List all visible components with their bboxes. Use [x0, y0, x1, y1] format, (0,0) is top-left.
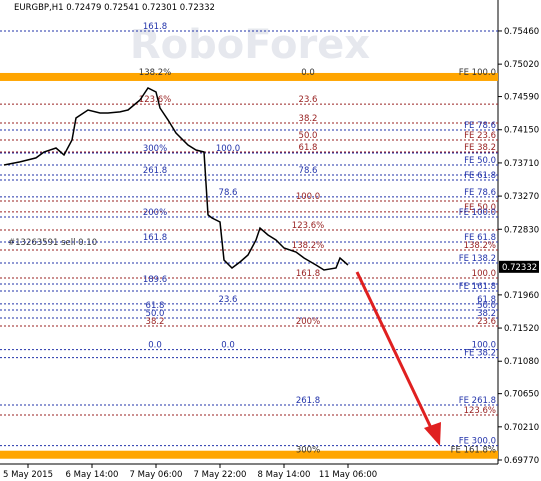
y-tick-label: 0.70650	[504, 390, 539, 400]
x-tick-label: 7 May 22:00	[194, 470, 247, 480]
level-label: FE 78.6	[464, 188, 496, 198]
x-tick-label: 8 May 14:00	[258, 470, 311, 480]
arrow-head	[424, 422, 441, 446]
level-label: FE 100.0	[459, 208, 496, 218]
level-label: 100.0	[472, 341, 496, 351]
level-label: 61.8	[146, 301, 165, 311]
level-label: 123.6%	[292, 221, 324, 231]
x-tick-label: 11 May 06:00	[319, 470, 377, 480]
level-label: 161.8	[296, 269, 320, 279]
level-label: FE 38.2	[464, 143, 496, 153]
last-price-box	[499, 260, 539, 273]
level-label: FE 161.8	[459, 282, 496, 292]
level-label: 138.2%	[139, 68, 171, 78]
level-label: FE 50.0	[464, 203, 496, 213]
level-label: 38.2	[146, 317, 165, 327]
level-label: 138.2%	[464, 241, 496, 251]
arrow	[355, 271, 434, 431]
level-label: 123.6%	[464, 406, 496, 416]
x-tick-label: 7 May 06:00	[130, 470, 183, 480]
price-line	[3, 87, 349, 271]
level-label: 300%	[296, 446, 320, 456]
level-label: 300%	[143, 144, 167, 154]
level-band	[0, 72, 498, 81]
level-label: FE 300.0	[459, 437, 496, 447]
y-tick-label: 0.73710	[504, 159, 539, 169]
x-tick-label: 5 May 2015	[3, 470, 53, 480]
y-tick-label: 0.70210	[504, 423, 539, 433]
level-label: 123.6%	[139, 95, 171, 105]
level-band	[0, 450, 498, 459]
y-tick-label: 0.69770	[504, 456, 539, 466]
level-label: 161.8	[143, 22, 167, 32]
y-tick-label: 0.73270	[504, 192, 539, 202]
level-label: FE 50.0	[464, 156, 496, 166]
x-tick-label: 6 May 14:00	[66, 470, 119, 480]
level-label: 38.2	[299, 114, 318, 124]
y-tick-label: 0.75020	[504, 60, 539, 70]
y-tick-label: 0.74150	[504, 126, 539, 136]
chart-title: EURGBP,H1 0.72479 0.72541 0.72301 0.7233…	[14, 3, 215, 13]
level-label: 261.8	[143, 166, 167, 176]
level-label: 61.8	[477, 295, 496, 305]
level-label: 50.0	[477, 301, 496, 311]
level-label: 78.6	[299, 166, 318, 176]
level-label: FE 138.2	[459, 254, 496, 264]
level-label: FE 61.8	[464, 233, 496, 243]
level-label: FE 161.8%	[451, 446, 496, 456]
level-label: 0.0	[148, 341, 162, 351]
level-label: FE 100.0	[459, 68, 496, 78]
level-label: 0.0	[301, 68, 315, 78]
level-label: FE 23.6	[464, 131, 496, 141]
y-tick-label: 0.75460	[504, 27, 539, 37]
level-label: 100.0	[216, 144, 240, 154]
level-label: 189.6	[143, 275, 167, 285]
level-label: 23.6	[299, 95, 318, 105]
level-label: 261.8	[296, 396, 320, 406]
y-tick-label: 0.71520	[504, 324, 539, 334]
level-label: 50.0	[146, 309, 165, 319]
level-label: FE 261.8	[459, 396, 496, 406]
level-label: 100.0	[472, 269, 496, 279]
last-price-label: 0.72332	[502, 263, 537, 273]
y-tick-label: 0.74590	[504, 93, 539, 103]
level-label: FE 78.6	[464, 121, 496, 131]
level-label: 161.8	[143, 233, 167, 243]
level-label: 200%	[143, 208, 167, 218]
level-label: FE 61.8	[464, 171, 496, 181]
level-label: 100.0	[296, 192, 320, 202]
level-label: 0.0	[221, 341, 235, 351]
level-label: 23.6	[477, 317, 496, 327]
level-label: 61.8	[299, 143, 318, 153]
y-tick-label: 0.72830	[504, 225, 539, 235]
level-label: 78.6	[219, 188, 238, 198]
y-tick-label: 0.71080	[504, 357, 539, 367]
level-label: 38.2	[477, 309, 496, 319]
level-label: 200%	[296, 317, 320, 327]
watermark: RoboForex	[130, 22, 370, 68]
level-label: 50.0	[299, 131, 318, 141]
level-label: 138.2%	[292, 241, 324, 251]
level-label: FE 38.2	[464, 349, 496, 359]
level-label: 23.6	[219, 295, 238, 305]
annotation: #13263591 sell 0.10	[8, 238, 97, 248]
y-tick-label: 0.71960	[504, 291, 539, 301]
